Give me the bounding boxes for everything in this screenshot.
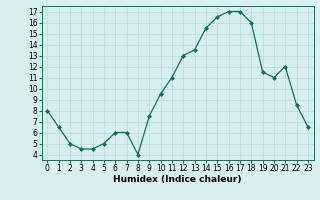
X-axis label: Humidex (Indice chaleur): Humidex (Indice chaleur) xyxy=(113,175,242,184)
